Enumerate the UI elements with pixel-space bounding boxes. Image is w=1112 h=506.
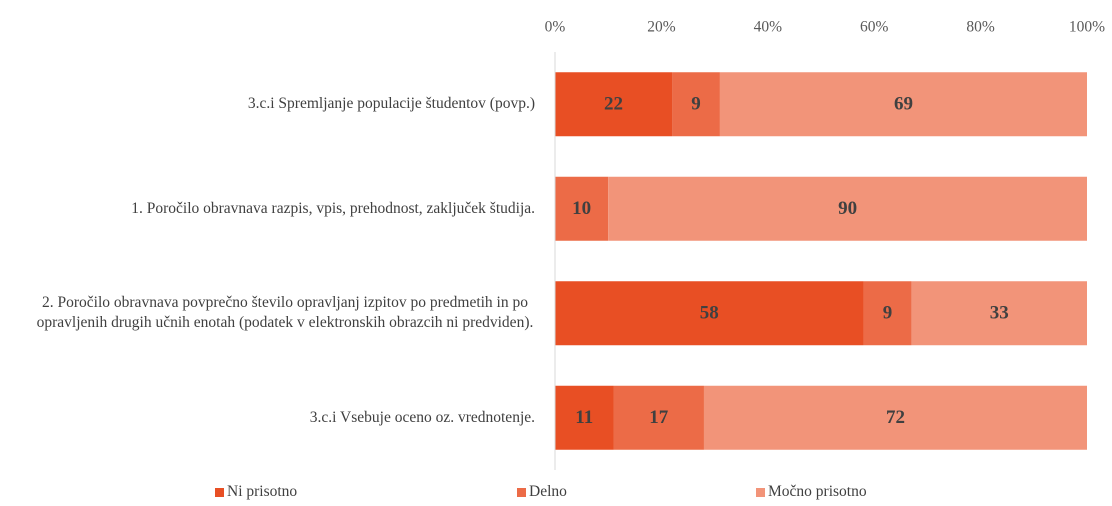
- data-label: 9: [691, 94, 701, 115]
- bar-segment: [672, 72, 720, 137]
- bar-segment: [608, 176, 1087, 241]
- category-label: 3.c.i Spremljanje populacije študentov (…: [20, 64, 535, 144]
- legend-label: Ni prisotno: [227, 483, 298, 500]
- category-label: 2. Poročilo obravnava povprečno število …: [20, 273, 535, 353]
- legend-label: Močno prisotno: [768, 483, 867, 500]
- data-label: 58: [700, 303, 719, 324]
- data-label: 33: [990, 303, 1009, 324]
- data-label: 17: [649, 407, 669, 428]
- x-tick-label: 20%: [647, 19, 676, 36]
- data-label: 11: [575, 407, 593, 428]
- data-label: 69: [894, 94, 913, 115]
- legend-swatch: [756, 487, 765, 497]
- bar-segment: [863, 281, 912, 346]
- x-tick-label: 60%: [860, 19, 889, 36]
- bar-segment: [613, 385, 704, 450]
- category-label: 3.c.i Vsebuje oceno oz. vrednotenje.: [20, 378, 535, 458]
- legend-item: Močno prisotno: [756, 483, 867, 501]
- legend-item: Ni prisotno: [215, 483, 297, 501]
- legend-swatch: [517, 487, 526, 497]
- category-text: 2. Poročilo obravnava povprečno število …: [36, 294, 534, 332]
- category-text: 1. Poročilo obravnava razpis, vpis, preh…: [131, 199, 535, 217]
- data-label: 9: [883, 303, 893, 324]
- bar-segment: [555, 385, 614, 450]
- data-label: 72: [886, 407, 905, 428]
- bar-segment: [555, 176, 609, 241]
- bar-segment: [911, 281, 1087, 346]
- bar-segment: [703, 385, 1087, 450]
- bar-segment: [555, 72, 673, 137]
- category-text: 3.c.i Spremljanje populacije študentov (…: [247, 95, 535, 113]
- x-tick-label: 80%: [966, 19, 995, 36]
- legend-item: Delno: [517, 483, 567, 501]
- category-text: 3.c.i Vsebuje oceno oz. vrednotenje.: [309, 408, 535, 426]
- bar-segment: [719, 72, 1087, 137]
- legend-label: Delno: [529, 483, 567, 500]
- x-tick-label: 40%: [754, 19, 783, 36]
- legend-swatch: [215, 487, 224, 497]
- x-tick-label: 100%: [1069, 19, 1105, 36]
- data-label: 10: [572, 198, 591, 219]
- category-label: 1. Poročilo obravnava razpis, vpis, preh…: [20, 169, 535, 249]
- bar-segment: [555, 281, 864, 346]
- data-label: 90: [838, 198, 857, 219]
- x-tick-label: 0%: [545, 19, 566, 36]
- data-label: 22: [604, 94, 623, 115]
